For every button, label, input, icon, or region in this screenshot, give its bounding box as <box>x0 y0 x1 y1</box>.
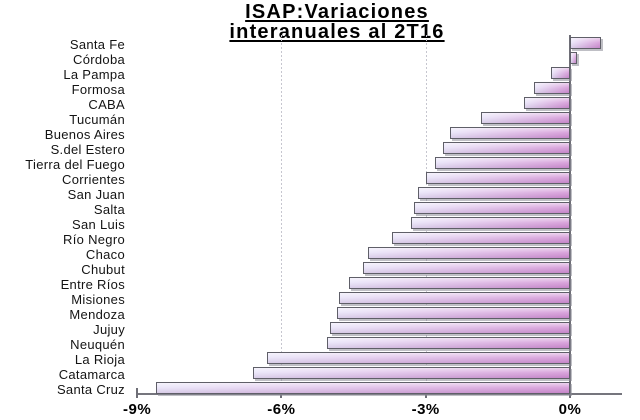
category-label: Chubut <box>81 262 125 277</box>
bar <box>367 247 570 259</box>
bar <box>570 37 602 49</box>
bar <box>339 292 570 304</box>
bar <box>413 202 570 214</box>
category-label: San Luis <box>72 217 125 232</box>
gridline <box>425 35 427 393</box>
bar <box>363 262 570 274</box>
category-label: Chaco <box>85 247 125 262</box>
bar <box>348 277 570 289</box>
category-label: Santa Cruz <box>56 382 125 397</box>
category-label: CABA <box>88 97 125 112</box>
bar <box>411 217 570 229</box>
zero-axis-line <box>569 35 571 393</box>
bar <box>435 157 570 169</box>
bar <box>266 352 570 364</box>
category-label: S.del Estero <box>50 142 125 157</box>
category-label: La Rioja <box>74 352 125 367</box>
bar <box>550 67 570 79</box>
bar <box>156 382 570 394</box>
category-label: Tucumán <box>69 112 125 127</box>
bar <box>449 127 570 139</box>
x-axis-label: 0% <box>558 401 582 418</box>
x-axis-label: -6% <box>267 401 296 418</box>
bar <box>392 232 570 244</box>
bar <box>570 52 578 64</box>
bar <box>425 172 570 184</box>
bar <box>418 187 570 199</box>
category-label: San Juan <box>67 187 125 202</box>
category-label: Río Negro <box>63 232 125 247</box>
plot-area: -9% -6% -3% 0% <box>123 35 622 418</box>
category-label: Entre Ríos <box>60 277 125 292</box>
chart-title-line2: interanuales al 2T16 <box>229 21 445 43</box>
x-axis-tick <box>136 388 139 398</box>
category-label: Corrientes <box>62 172 125 187</box>
category-label: Santa Fe <box>69 37 125 52</box>
category-label: Salta <box>93 202 125 217</box>
category-label: Neuquén <box>70 337 125 352</box>
category-label: Mendoza <box>69 307 125 322</box>
category-label: Jujuy <box>93 322 125 337</box>
bar <box>252 367 570 379</box>
category-label: Buenos Aires <box>44 127 125 142</box>
category-label: Formosa <box>71 82 125 97</box>
x-axis-tick <box>569 388 571 398</box>
gridline <box>281 35 283 393</box>
category-label: Córdoba <box>73 52 125 67</box>
category-label: La Pampa <box>63 67 125 82</box>
chart-title: ISAP:Variaciones interanuales al 2T16 <box>229 2 444 42</box>
x-axis-label: -3% <box>411 401 440 418</box>
chart-title-line1: ISAP:Variaciones <box>245 1 429 23</box>
category-label: Misiones <box>71 292 125 307</box>
bar <box>327 337 570 349</box>
x-axis-label: -9% <box>123 401 152 418</box>
bar <box>481 112 570 124</box>
bar <box>533 82 570 94</box>
category-label: Catamarca <box>58 367 125 382</box>
bar <box>336 307 570 319</box>
bar <box>442 142 570 154</box>
bar <box>524 97 570 109</box>
category-label: Tierra del Fuego <box>25 157 125 172</box>
category-axis-labels: Santa Fe Córdoba La Pampa Formosa CABA Tucumá… <box>0 37 131 397</box>
bar <box>329 322 570 334</box>
